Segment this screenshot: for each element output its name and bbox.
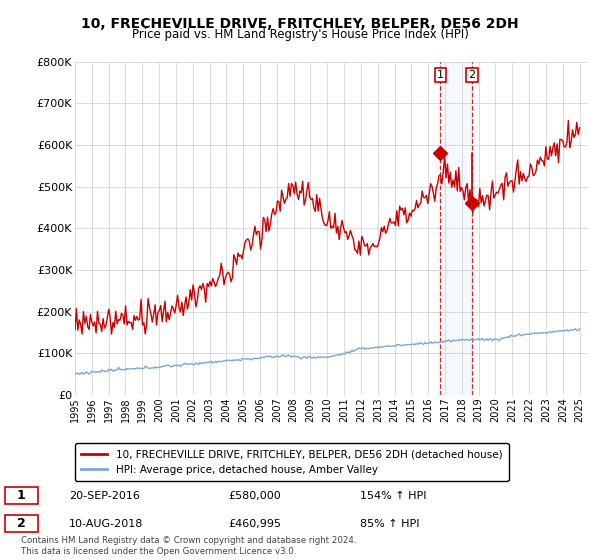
Text: 2: 2 (17, 517, 25, 530)
Bar (440, 62, 472, 395)
Text: Contains HM Land Registry data © Crown copyright and database right 2024.
This d: Contains HM Land Registry data © Crown c… (21, 536, 356, 556)
Text: 1: 1 (17, 489, 25, 502)
Text: Price paid vs. HM Land Registry's House Price Index (HPI): Price paid vs. HM Land Registry's House … (131, 28, 469, 41)
Text: 1: 1 (437, 70, 444, 80)
Text: 85% ↑ HPI: 85% ↑ HPI (360, 519, 419, 529)
Text: 10-AUG-2018: 10-AUG-2018 (69, 519, 143, 529)
Text: 10, FRECHEVILLE DRIVE, FRITCHLEY, BELPER, DE56 2DH: 10, FRECHEVILLE DRIVE, FRITCHLEY, BELPER… (81, 17, 519, 31)
Legend: 10, FRECHEVILLE DRIVE, FRITCHLEY, BELPER, DE56 2DH (detached house), HPI: Averag: 10, FRECHEVILLE DRIVE, FRITCHLEY, BELPER… (75, 444, 509, 481)
Text: 20-SEP-2016: 20-SEP-2016 (69, 491, 140, 501)
Text: £460,995: £460,995 (228, 519, 281, 529)
Text: £580,000: £580,000 (228, 491, 281, 501)
Text: 2: 2 (469, 70, 476, 80)
Text: 154% ↑ HPI: 154% ↑ HPI (360, 491, 427, 501)
